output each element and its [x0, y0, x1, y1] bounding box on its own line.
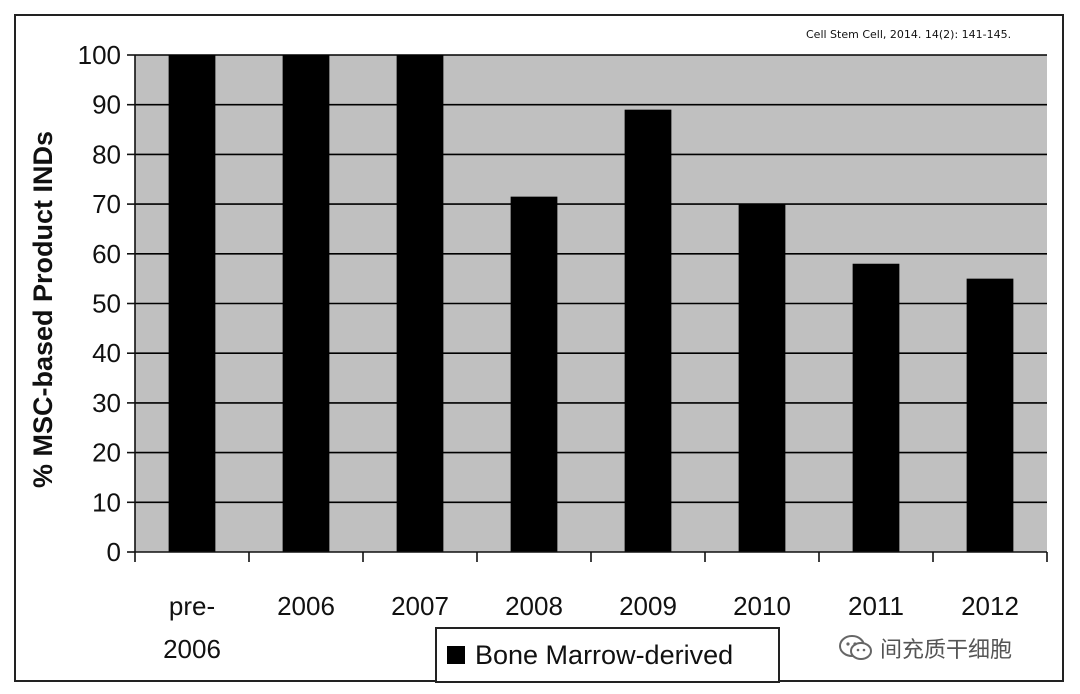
- y-tick-label: 100: [78, 40, 121, 70]
- bar: [396, 55, 444, 552]
- bar: [966, 278, 1014, 552]
- y-tick-label: 30: [92, 388, 121, 418]
- y-axis-label: % MSC-based Product INDs: [28, 131, 58, 488]
- x-tick-label: 2008: [505, 591, 563, 621]
- y-tick-label: 90: [92, 90, 121, 120]
- axes: [127, 54, 1048, 562]
- legend-label: Bone Marrow-derived: [475, 639, 734, 670]
- x-tick-label: 2009: [619, 591, 677, 621]
- bar: [852, 263, 900, 552]
- y-tick-label: 50: [92, 289, 121, 319]
- bar: [168, 55, 216, 552]
- wechat-icon: [839, 635, 872, 660]
- y-tick-label: 10: [92, 487, 121, 517]
- bar: [510, 196, 558, 552]
- y-tick-label: 20: [92, 438, 121, 468]
- y-tick-label: 70: [92, 189, 121, 219]
- x-tick-label: 2006: [277, 591, 335, 621]
- x-tick-labels: pre-2006 2006 2007 2008 2009 2010 2011 2012: [163, 591, 1019, 664]
- y-tick-label: 80: [92, 139, 121, 169]
- x-tick-label: 2012: [961, 591, 1019, 621]
- x-tick-label: 2010: [733, 591, 791, 621]
- y-tick-label: 40: [92, 338, 121, 368]
- legend-swatch: [447, 646, 465, 664]
- watermark: 间充质干细胞: [838, 632, 1012, 664]
- legend: Bone Marrow-derived: [435, 627, 780, 683]
- x-tick-label: 2007: [391, 591, 449, 621]
- y-tick-labels: 0 10 20 30 40 50 60 70 80 90 100: [78, 40, 121, 567]
- watermark-text: 间充质干细胞: [880, 638, 1013, 663]
- x-tick-label: 2011: [848, 591, 904, 621]
- y-tick-label: 0: [107, 537, 121, 567]
- x-tick-label: pre-2006: [163, 591, 221, 664]
- citation: Cell Stem Cell, 2014. 14(2): 141-145.: [806, 28, 1012, 41]
- bar: [624, 109, 672, 553]
- bar: [738, 204, 786, 552]
- bars: [168, 55, 1014, 553]
- bar: [282, 55, 330, 552]
- y-tick-label: 60: [92, 239, 121, 269]
